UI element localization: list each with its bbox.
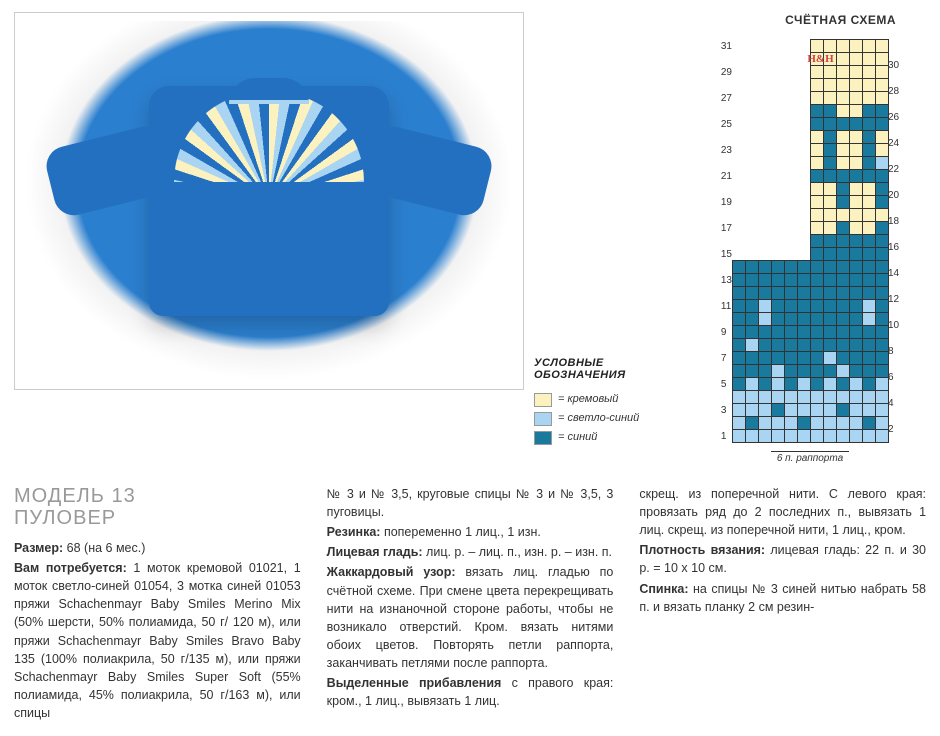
chart-row-numbers-right: 30282624222018161412108642 (888, 46, 899, 449)
product-photo (14, 12, 524, 467)
text-column-2: № 3 и № 3,5, круговые спицы № 3 и № 3,5,… (327, 485, 614, 724)
legend-item: = светло-синий (534, 411, 684, 427)
article-body: МОДЕЛЬ 13 ПУЛОВЕР Размер: 68 (на 6 мес.)… (14, 485, 926, 724)
chart-grid (732, 40, 888, 443)
chart-watermark: H&H (807, 52, 833, 68)
counting-chart: СЧЁТНАЯ СХЕМА 31292725232119171513119753… (694, 12, 926, 467)
chart-row-numbers-left: 312927252321191715131197531 (721, 40, 732, 443)
text-column-3: скрещ. из поперечной нити. С левого края… (639, 485, 926, 724)
text-column-1: Размер: 68 (на 6 мес.)Вам потребуется: 1… (14, 539, 301, 722)
chart-repeat-label: 6 п. раппорта (771, 451, 849, 467)
chart-title: СЧЁТНАЯ СХЕМА (785, 12, 896, 29)
legend-heading: УСЛОВНЫЕ ОБОЗНАЧЕНИЯ (534, 357, 684, 381)
legend: УСЛОВНЫЕ ОБОЗНАЧЕНИЯ = кремовый = светло-… (534, 12, 684, 467)
model-heading: МОДЕЛЬ 13 ПУЛОВЕР (14, 485, 301, 529)
legend-item: = синий (534, 430, 684, 446)
legend-item: = кремовый (534, 392, 684, 408)
